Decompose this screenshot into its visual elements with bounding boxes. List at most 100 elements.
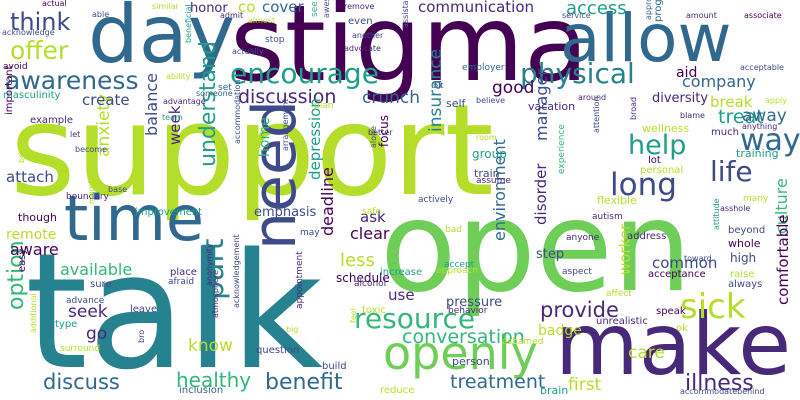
cloud-word: address	[627, 231, 667, 242]
cloud-word: affect	[606, 289, 632, 299]
cloud-word: amount	[686, 11, 717, 20]
cloud-word: boundary	[66, 192, 109, 202]
cloud-word: support	[10, 77, 494, 224]
cloud-word: masculinity	[3, 90, 61, 101]
cloud-word: actual	[42, 0, 67, 8]
cloud-word: similar	[152, 2, 179, 11]
cloud-word: awesome	[322, 0, 331, 18]
cloud-word: way	[740, 123, 800, 158]
cloud-word: care	[628, 343, 665, 363]
cloud-word: though	[18, 211, 57, 224]
cloud-word: awareness	[5, 66, 139, 95]
cloud-word: aware	[10, 240, 59, 259]
cloud-word: acceptance	[648, 269, 706, 280]
cloud-word: wellness	[642, 122, 690, 135]
cloud-word: conversation	[402, 326, 525, 348]
cloud-word: discussion	[238, 86, 337, 108]
cloud-word: increase	[380, 267, 423, 278]
cloud-word: able	[92, 10, 110, 19]
cloud-word: less	[340, 250, 375, 271]
cloud-word: train	[474, 167, 500, 180]
cloud-word: physical	[520, 57, 635, 90]
cloud-word: improvement	[135, 207, 203, 218]
cloud-word: stigma	[230, 0, 589, 105]
cloud-word: first	[568, 375, 602, 395]
cloud-word: inclusion	[179, 385, 224, 396]
cloud-word: may	[300, 228, 320, 238]
cloud-word: remove	[344, 2, 375, 11]
cloud-word: step	[536, 247, 565, 262]
cloud-word: advance	[66, 296, 105, 306]
cloud-word: team	[162, 113, 183, 122]
cloud-word: assume	[476, 176, 511, 186]
cloud-word: many	[743, 194, 769, 204]
cloud-word: go	[86, 324, 108, 344]
cloud-word: know	[188, 336, 233, 356]
cloud-word: emphasis	[254, 205, 317, 220]
cloud-word: alcohol	[354, 279, 387, 289]
cloud-word: clear	[350, 224, 390, 243]
cloud-word: honor	[190, 1, 228, 16]
cloud-word: think	[10, 8, 71, 36]
cloud-word: anyone	[566, 233, 600, 243]
cloud-word: bring	[17, 142, 26, 163]
cloud-word: create	[82, 91, 130, 109]
cloud-word: long	[610, 167, 677, 203]
cloud-word: pressure	[446, 295, 503, 310]
cloud-word: common	[652, 254, 718, 272]
cloud-word: base	[108, 185, 128, 194]
cloud-word: asshole	[720, 204, 751, 213]
cloud-word: home	[257, 117, 273, 157]
cloud-word: co	[238, 0, 256, 16]
cloud-word: personal	[640, 165, 684, 176]
cloud-word: bit	[433, 81, 444, 90]
cloud-word: break	[710, 93, 753, 111]
cloud-word: another	[352, 31, 384, 40]
cloud-word: lot	[648, 155, 661, 166]
cloud-word: away	[742, 106, 787, 126]
cloud-word: accept	[444, 260, 475, 270]
cloud-word: encourage	[230, 57, 379, 90]
cloud-word: sure	[90, 279, 112, 290]
cloud-word: remote	[6, 227, 57, 243]
cloud-word: type	[55, 319, 78, 330]
cloud-word: alone	[369, 125, 378, 148]
cloud-word: talk	[25, 218, 323, 400]
cloud-word: attitude	[712, 198, 721, 230]
cloud-word: help	[628, 130, 687, 161]
cloud-word: room	[476, 133, 497, 142]
cloud-word: arrangement	[281, 98, 290, 151]
cloud-word: acceptable	[740, 63, 784, 72]
cloud-word: anything	[742, 122, 778, 131]
cloud-word: additional	[29, 293, 38, 333]
cloud-word: diversity	[652, 91, 709, 106]
cloud-word: make	[555, 295, 792, 395]
cloud-word: brain	[540, 384, 569, 397]
cloud-word: feel	[349, 308, 358, 323]
cloud-word: accommodatebehind	[680, 387, 765, 396]
cloud-word: safe	[362, 207, 381, 217]
cloud-word: need	[240, 100, 310, 250]
cloud-word: member	[87, 170, 96, 204]
cloud-word: atmosphere	[211, 270, 220, 318]
cloud-word: question	[256, 345, 300, 356]
cloud-word: beyond	[728, 225, 766, 236]
cloud-word: week	[166, 105, 184, 145]
cloud-word: ashamed	[502, 337, 544, 347]
cloud-word: become	[75, 145, 108, 154]
cloud-word: available	[60, 260, 133, 279]
cloud-word: broad	[629, 96, 638, 120]
cloud-word: much	[711, 127, 739, 138]
cloud-word: assistance	[401, 0, 410, 28]
cloud-word: someone	[196, 89, 233, 98]
cloud-word: discuss	[43, 370, 120, 394]
cloud-word: allow	[560, 0, 732, 77]
cloud-word: easy	[17, 248, 28, 272]
cloud-word: example	[30, 115, 74, 126]
cloud-word: reduce	[380, 385, 415, 396]
cloud-word: around	[578, 93, 607, 102]
cloud-word: group	[472, 147, 507, 161]
cloud-word: advantage	[163, 97, 206, 106]
cloud-word: plan	[314, 101, 334, 111]
